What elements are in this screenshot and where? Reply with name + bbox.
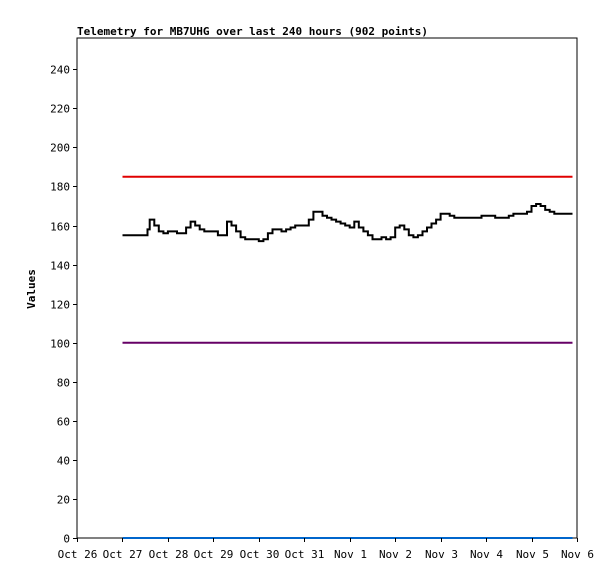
plot-area <box>76 37 578 539</box>
y-tick-label: 200 <box>50 142 70 155</box>
x-tick-label: Oct 31 <box>285 548 325 561</box>
y-tick-label: 100 <box>50 338 70 351</box>
x-tick-label: Nov 4 <box>470 548 503 561</box>
y-tick-label: 160 <box>50 221 70 234</box>
y-tick-label: 20 <box>57 494 70 507</box>
chart-title: Telemetry for MB7UHG over last 240 hours… <box>77 25 428 38</box>
x-tick-label: Nov 2 <box>379 548 412 561</box>
x-tick-label: Oct 29 <box>194 548 234 561</box>
y-tick-label: 120 <box>50 299 70 312</box>
x-tick-label: Nov 3 <box>425 548 458 561</box>
x-axis: Oct 26 Oct 27 Oct 28 Oct 29 Oct 30 Oct 31 Nov … <box>58 538 594 561</box>
x-tick-label: Nov 1 <box>334 548 367 561</box>
telemetry-series-line <box>122 203 573 243</box>
x-tick-label: Nov 5 <box>516 548 549 561</box>
y-axis: 0 20 40 60 80 100 120 140 160 180 200 220 240 <box>50 64 77 546</box>
y-tick-label: 0 <box>63 533 70 546</box>
y-axis-label: Values <box>25 269 38 309</box>
x-tick-label: Nov 6 <box>561 548 594 561</box>
x-tick-label: Oct 30 <box>240 548 280 561</box>
x-tick-label: Oct 27 <box>103 548 143 561</box>
y-tick-label: 40 <box>57 455 70 468</box>
y-tick-label: 80 <box>57 377 70 390</box>
y-tick-label: 240 <box>50 64 70 77</box>
y-tick-label: 60 <box>57 416 70 429</box>
y-tick-label: 180 <box>50 181 70 194</box>
series-layer <box>122 175 573 539</box>
x-tick-label: Oct 26 <box>58 548 98 561</box>
y-tick-label: 140 <box>50 260 70 273</box>
y-tick-label: 220 <box>50 103 70 116</box>
x-tick-label: Oct 28 <box>149 548 189 561</box>
